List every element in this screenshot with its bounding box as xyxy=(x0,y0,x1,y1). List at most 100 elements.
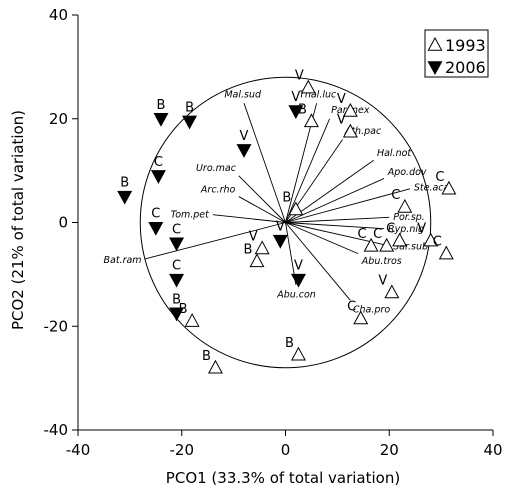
x-tick-label: -40 xyxy=(66,441,91,459)
point-2006 xyxy=(288,105,304,120)
vector-label: Arc.rho xyxy=(200,185,236,196)
point-1993 xyxy=(254,240,270,255)
point-label: B xyxy=(282,191,291,206)
point-1993 xyxy=(363,237,379,252)
point-label: V xyxy=(291,90,300,105)
y-tick-label: -40 xyxy=(44,421,69,439)
y-tick-label: 0 xyxy=(58,214,68,232)
vector-label: Apo.dov xyxy=(387,167,427,178)
vector-label: Tom.pet xyxy=(171,209,211,220)
vector-line xyxy=(238,196,286,223)
point-2006 xyxy=(169,237,185,252)
legend-label: 2006 xyxy=(445,58,486,77)
vector-line xyxy=(243,103,286,223)
x-axis-label: PCO1 (33.3% of total variation) xyxy=(166,469,400,487)
point-1993 xyxy=(438,245,454,260)
x-tick-label: 0 xyxy=(281,441,291,459)
point-1993 xyxy=(384,284,400,299)
vector-line xyxy=(285,222,351,301)
vector-line xyxy=(285,118,331,223)
point-label: B xyxy=(298,102,307,117)
x-tick-label: 40 xyxy=(483,441,502,459)
point-2006 xyxy=(148,221,164,236)
point-2006 xyxy=(169,307,185,322)
legend-label: 1993 xyxy=(445,36,486,55)
point-label: C xyxy=(435,170,444,185)
point-1993 xyxy=(397,198,413,213)
point-label: C xyxy=(386,222,395,237)
point-label: V xyxy=(378,274,387,289)
point-label: V xyxy=(337,113,346,128)
circle-outline xyxy=(139,76,432,369)
point-label: B xyxy=(202,349,211,364)
point-1993 xyxy=(441,180,457,195)
point-1993 xyxy=(184,313,200,327)
vector-label: Abu.con xyxy=(276,290,316,301)
point-label: V xyxy=(276,220,285,235)
vector-line xyxy=(285,222,359,255)
point-label: V xyxy=(417,222,426,237)
legend-marker-2006 xyxy=(427,61,443,76)
point-label: C xyxy=(391,188,400,203)
point-2006 xyxy=(236,144,252,158)
point-label: B xyxy=(120,176,129,191)
point-2006 xyxy=(169,273,185,288)
point-1993 xyxy=(300,79,316,94)
x-tick-label: -20 xyxy=(170,441,195,459)
point-1993 xyxy=(290,346,306,361)
vector-line xyxy=(212,214,286,223)
y-tick-label: 20 xyxy=(49,110,68,128)
point-label: B xyxy=(172,292,181,307)
vector-label: Abu.tros xyxy=(361,256,402,267)
point-1993 xyxy=(353,310,369,325)
point-2006 xyxy=(150,170,166,184)
point-label: B xyxy=(244,242,253,257)
point-label: V xyxy=(249,229,258,244)
vector-label: Hal.not xyxy=(377,148,412,159)
vector-label: Ath.pac xyxy=(344,126,382,137)
legend: 1993 2006 xyxy=(424,29,489,78)
vector-label: Thal.luc xyxy=(299,89,337,100)
point-label: V xyxy=(295,69,304,84)
vector-line xyxy=(145,222,286,260)
legend-marker-1993 xyxy=(427,36,443,51)
point-label: V xyxy=(240,129,249,144)
point-label: B xyxy=(179,302,188,317)
vector-line xyxy=(285,188,411,223)
point-1993 xyxy=(249,253,265,268)
point-1993 xyxy=(423,232,439,247)
vector-label: Por.sp. xyxy=(393,212,425,223)
point-label: C xyxy=(151,207,160,222)
point-label: B xyxy=(157,98,166,113)
axes: -40 -20 0 20 40 -40 -20 0 20 40 xyxy=(44,6,503,459)
y-axis-label: PCO2 (21% of total variation) xyxy=(9,110,27,330)
point-2006 xyxy=(117,190,133,205)
correlation-circle xyxy=(139,76,432,369)
vector-label: Bat.ram xyxy=(103,255,141,266)
x-tick-label: 20 xyxy=(380,441,399,459)
point-1993 xyxy=(342,102,358,117)
point-2006 xyxy=(182,115,198,130)
point-2006 xyxy=(272,234,288,249)
vector-line xyxy=(285,222,385,230)
point-label: C xyxy=(358,227,367,242)
point-label: C xyxy=(172,222,181,237)
vector-label: Ryp.nig xyxy=(388,224,424,235)
point-label: V xyxy=(294,259,303,274)
point-label: B xyxy=(185,100,194,115)
vector-line xyxy=(238,175,286,223)
point-label: V xyxy=(337,92,346,107)
point-1993 xyxy=(288,201,304,216)
vector-label: Cha.pro xyxy=(353,304,390,315)
point-label: C xyxy=(347,299,356,314)
point-1993 xyxy=(342,123,358,138)
y-tick-label: -20 xyxy=(44,317,69,335)
point-2006 xyxy=(290,273,306,288)
point-label: C xyxy=(172,259,181,274)
point-label: B xyxy=(285,336,294,351)
point-2006 xyxy=(153,113,169,127)
point-1993 xyxy=(303,113,319,128)
point-1993 xyxy=(207,359,223,374)
